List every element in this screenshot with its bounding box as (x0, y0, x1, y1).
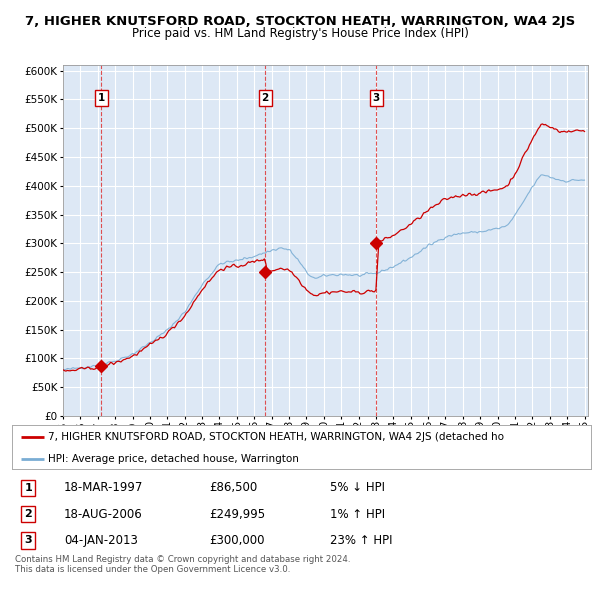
Text: 7, HIGHER KNUTSFORD ROAD, STOCKTON HEATH, WARRINGTON, WA4 2JS: 7, HIGHER KNUTSFORD ROAD, STOCKTON HEATH… (25, 15, 575, 28)
Text: 1: 1 (98, 93, 105, 103)
Text: 18-AUG-2006: 18-AUG-2006 (64, 508, 143, 521)
Text: 23% ↑ HPI: 23% ↑ HPI (331, 534, 393, 547)
Text: 1% ↑ HPI: 1% ↑ HPI (331, 508, 386, 521)
Text: 7, HIGHER KNUTSFORD ROAD, STOCKTON HEATH, WARRINGTON, WA4 2JS (detached ho: 7, HIGHER KNUTSFORD ROAD, STOCKTON HEATH… (48, 432, 504, 442)
Text: £249,995: £249,995 (209, 508, 265, 521)
Text: 3: 3 (25, 536, 32, 546)
Text: This data is licensed under the Open Government Licence v3.0.: This data is licensed under the Open Gov… (15, 565, 290, 574)
Text: £300,000: £300,000 (209, 534, 265, 547)
Text: 2: 2 (262, 93, 269, 103)
Text: Price paid vs. HM Land Registry's House Price Index (HPI): Price paid vs. HM Land Registry's House … (131, 27, 469, 40)
Text: 18-MAR-1997: 18-MAR-1997 (64, 481, 143, 494)
Text: £86,500: £86,500 (209, 481, 257, 494)
Text: 5% ↓ HPI: 5% ↓ HPI (331, 481, 385, 494)
Text: 04-JAN-2013: 04-JAN-2013 (64, 534, 138, 547)
Text: 3: 3 (373, 93, 380, 103)
Text: 1: 1 (25, 483, 32, 493)
Text: HPI: Average price, detached house, Warrington: HPI: Average price, detached house, Warr… (48, 454, 299, 464)
Text: 2: 2 (25, 509, 32, 519)
Text: Contains HM Land Registry data © Crown copyright and database right 2024.: Contains HM Land Registry data © Crown c… (15, 555, 350, 563)
